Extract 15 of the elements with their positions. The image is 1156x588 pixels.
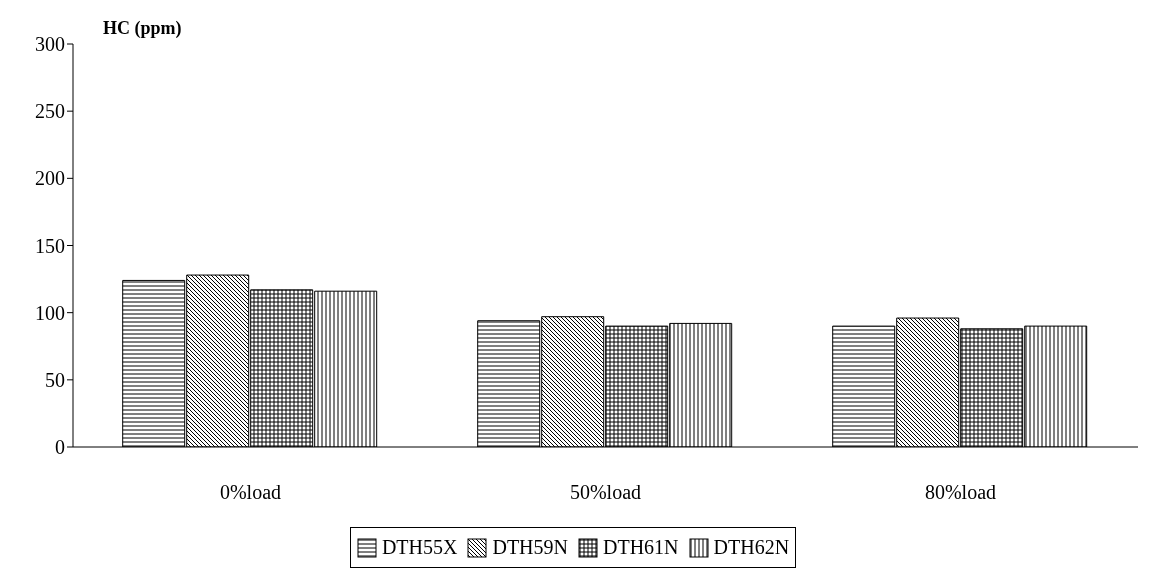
- y-tick-label: 50: [45, 368, 65, 391]
- legend-label: DTH55X: [380, 536, 458, 559]
- y-tick-label: 300: [35, 33, 65, 56]
- y-tick-label: 100: [35, 301, 65, 324]
- y-axis-title: HC (ppm): [103, 18, 182, 39]
- legend-label: DTH61N: [602, 536, 679, 559]
- legend-label: DTH59N: [491, 536, 568, 559]
- y-tick-label: 200: [35, 167, 65, 190]
- x-tick-label: 50%load: [569, 481, 642, 504]
- x-tick-label: 0%load: [219, 481, 282, 504]
- legend-label: DTH62N: [712, 536, 790, 559]
- x-tick-label: 80%load: [924, 481, 997, 504]
- y-tick-label: 150: [35, 234, 65, 257]
- y-tick-label: 0: [55, 436, 65, 459]
- y-tick-label: 250: [35, 100, 65, 123]
